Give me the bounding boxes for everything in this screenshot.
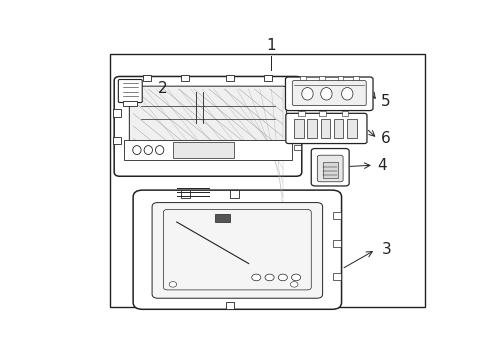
Bar (332, 273, 341, 280)
FancyBboxPatch shape (311, 149, 348, 186)
FancyBboxPatch shape (317, 155, 343, 182)
Circle shape (251, 274, 260, 281)
Text: 4: 4 (377, 158, 386, 173)
Bar (214, 214, 229, 222)
Bar (341, 111, 347, 116)
Bar (294, 145, 301, 150)
FancyBboxPatch shape (118, 80, 142, 103)
Ellipse shape (132, 146, 141, 154)
Bar (225, 302, 234, 309)
Bar (333, 119, 343, 138)
Bar (318, 111, 325, 116)
Bar (322, 162, 337, 177)
Text: 6: 6 (381, 131, 390, 146)
Bar (113, 136, 121, 144)
Ellipse shape (341, 87, 352, 100)
Bar (180, 190, 189, 198)
Circle shape (291, 274, 300, 281)
Circle shape (278, 274, 287, 281)
Bar (294, 123, 301, 128)
Bar (297, 111, 304, 116)
Bar (123, 140, 292, 161)
Bar (180, 75, 188, 81)
Bar (225, 75, 234, 81)
FancyBboxPatch shape (129, 86, 286, 159)
Bar (307, 119, 316, 138)
Bar (318, 76, 324, 80)
Ellipse shape (155, 146, 163, 154)
Bar (113, 109, 121, 117)
Bar (142, 75, 151, 81)
Text: 2: 2 (158, 81, 167, 96)
Bar (352, 76, 358, 80)
Bar (294, 119, 303, 138)
Circle shape (290, 282, 297, 287)
FancyBboxPatch shape (285, 77, 372, 111)
Bar (299, 76, 305, 80)
Bar (229, 190, 239, 198)
FancyBboxPatch shape (163, 210, 311, 290)
FancyBboxPatch shape (114, 76, 301, 176)
Ellipse shape (301, 87, 312, 100)
Bar (173, 143, 233, 158)
Text: 1: 1 (266, 38, 276, 53)
Bar (294, 103, 301, 108)
Text: 3: 3 (381, 242, 390, 257)
FancyBboxPatch shape (133, 190, 341, 309)
Circle shape (169, 282, 176, 287)
Bar (122, 101, 137, 107)
Bar (332, 240, 341, 247)
Bar (264, 75, 272, 81)
Bar (337, 76, 343, 80)
FancyBboxPatch shape (292, 81, 366, 105)
FancyBboxPatch shape (285, 113, 366, 144)
Bar (110, 54, 424, 307)
Bar (332, 212, 341, 219)
Text: 5: 5 (381, 94, 390, 109)
Bar (346, 119, 356, 138)
Bar (320, 119, 329, 138)
Ellipse shape (144, 146, 152, 154)
FancyBboxPatch shape (152, 203, 322, 298)
Circle shape (264, 274, 274, 281)
Ellipse shape (320, 87, 331, 100)
